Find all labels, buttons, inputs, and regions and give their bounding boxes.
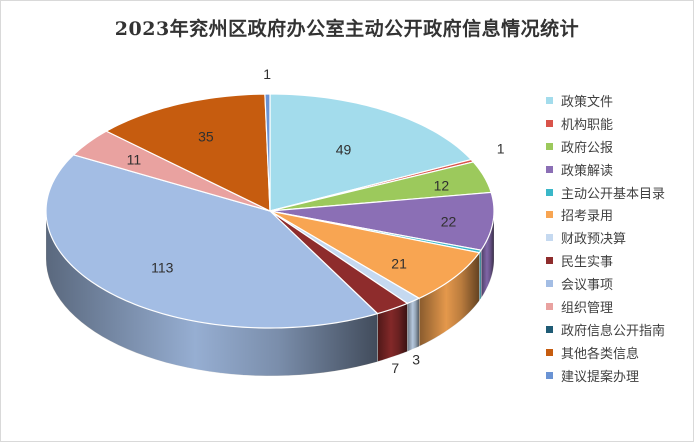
legend-swatch [546,280,553,288]
legend-item-会议事项: 会议事项 [546,272,691,295]
legend-label: 主动公开基本目录 [561,186,666,202]
legend-swatch [546,348,553,356]
legend-label: 政策解读 [561,163,614,179]
data-label-其他各类信息: 35 [198,128,214,144]
data-label-机构职能: 1 [497,141,505,157]
pie-slice-财政预决算 [269,210,421,305]
pie-side-财政预决算 [407,297,420,352]
data-label-政策解读: 22 [441,214,457,230]
legend-label: 财政预决算 [561,232,627,248]
pie-labels: 49 1 12 22 21 37 113 11 35 1 [127,66,505,376]
legend-item-主动公开基本目录: 主动公开基本目录 [546,181,691,204]
legend: 政策文件机构职能政府公报政策解读主动公开基本目录 招考录用财政预决算民生实事会议事… [546,89,691,387]
legend-item-建议提案办理: 建议提案办理 [546,364,691,387]
legend-swatch [546,142,553,150]
legend-swatch [546,165,553,173]
legend-swatch [546,119,553,127]
data-label-招考录用: 21 [391,256,407,272]
legend-label: 政府信息公开指南 [561,323,666,339]
pie-slice-政府公报 [269,161,492,212]
data-label-民生实事: 7 [391,360,399,376]
pie-slice-民生实事 [269,210,409,315]
legend-item-其他各类信息: 其他各类信息 [546,341,691,364]
legend-item-政府公报: 政府公报 [546,135,691,158]
legend-label: 政府公报 [561,140,614,156]
pie-slice-会议事项 [45,154,379,329]
pie-slice-招考录用 [269,210,481,299]
chart-title: 2023年兖州区政府办公室主动公开政府信息情况统计 [114,18,580,40]
legend-item-机构职能: 机构职能 [546,112,691,135]
legend-swatch [546,257,553,265]
legend-item-财政预决算: 财政预决算 [546,226,691,249]
legend-label: 建议提案办理 [561,369,640,385]
pie-sides [45,210,495,377]
legend-swatch [546,371,553,379]
pie-slice-建议提案办理 [264,93,271,212]
pie-side-民生实事 [377,302,408,363]
legend-item-招考录用: 招考录用 [546,203,691,226]
legend-label: 政策文件 [561,94,614,110]
data-label-组织管理: 11 [127,152,142,168]
legend-label: 机构职能 [561,117,614,133]
legend-swatch [546,325,553,333]
legend-item-政策解读: 政策解读 [546,158,691,181]
legend-swatch [546,211,553,219]
legend-label: 会议事项 [561,278,614,294]
data-label-政府公报: 12 [434,178,450,194]
legend-label: 招考录用 [561,209,614,225]
pie-slice-政策文件 [269,93,473,212]
data-label-政策文件: 49 [336,142,352,158]
legend-swatch [546,96,553,104]
pie-slice-其他各类信息 [104,93,271,212]
legend-swatch [546,188,553,196]
data-label-建议提案办理: 1 [263,66,271,82]
legend-item-政策文件: 政策文件 [546,89,691,112]
legend-label: 民生实事 [561,255,614,271]
pie-slice-政策解读 [269,191,495,251]
legend-swatch [546,234,553,242]
pie-side-主动公开基本目录 [479,249,482,302]
data-label-会议事项: 113 [151,259,174,275]
legend-item-政府信息公开指南: 政府信息公开指南 [546,318,691,341]
legend-item-组织管理: 组织管理 [546,295,691,318]
pie-top [45,93,495,329]
legend-swatch [546,302,553,310]
data-label-财政预决算: 3 [412,352,420,368]
legend-label: 其他各类信息 [561,346,640,362]
legend-label: 组织管理 [561,300,614,316]
pie-slice-组织管理 [72,130,271,212]
legend-item-民生实事: 民生实事 [546,249,691,272]
